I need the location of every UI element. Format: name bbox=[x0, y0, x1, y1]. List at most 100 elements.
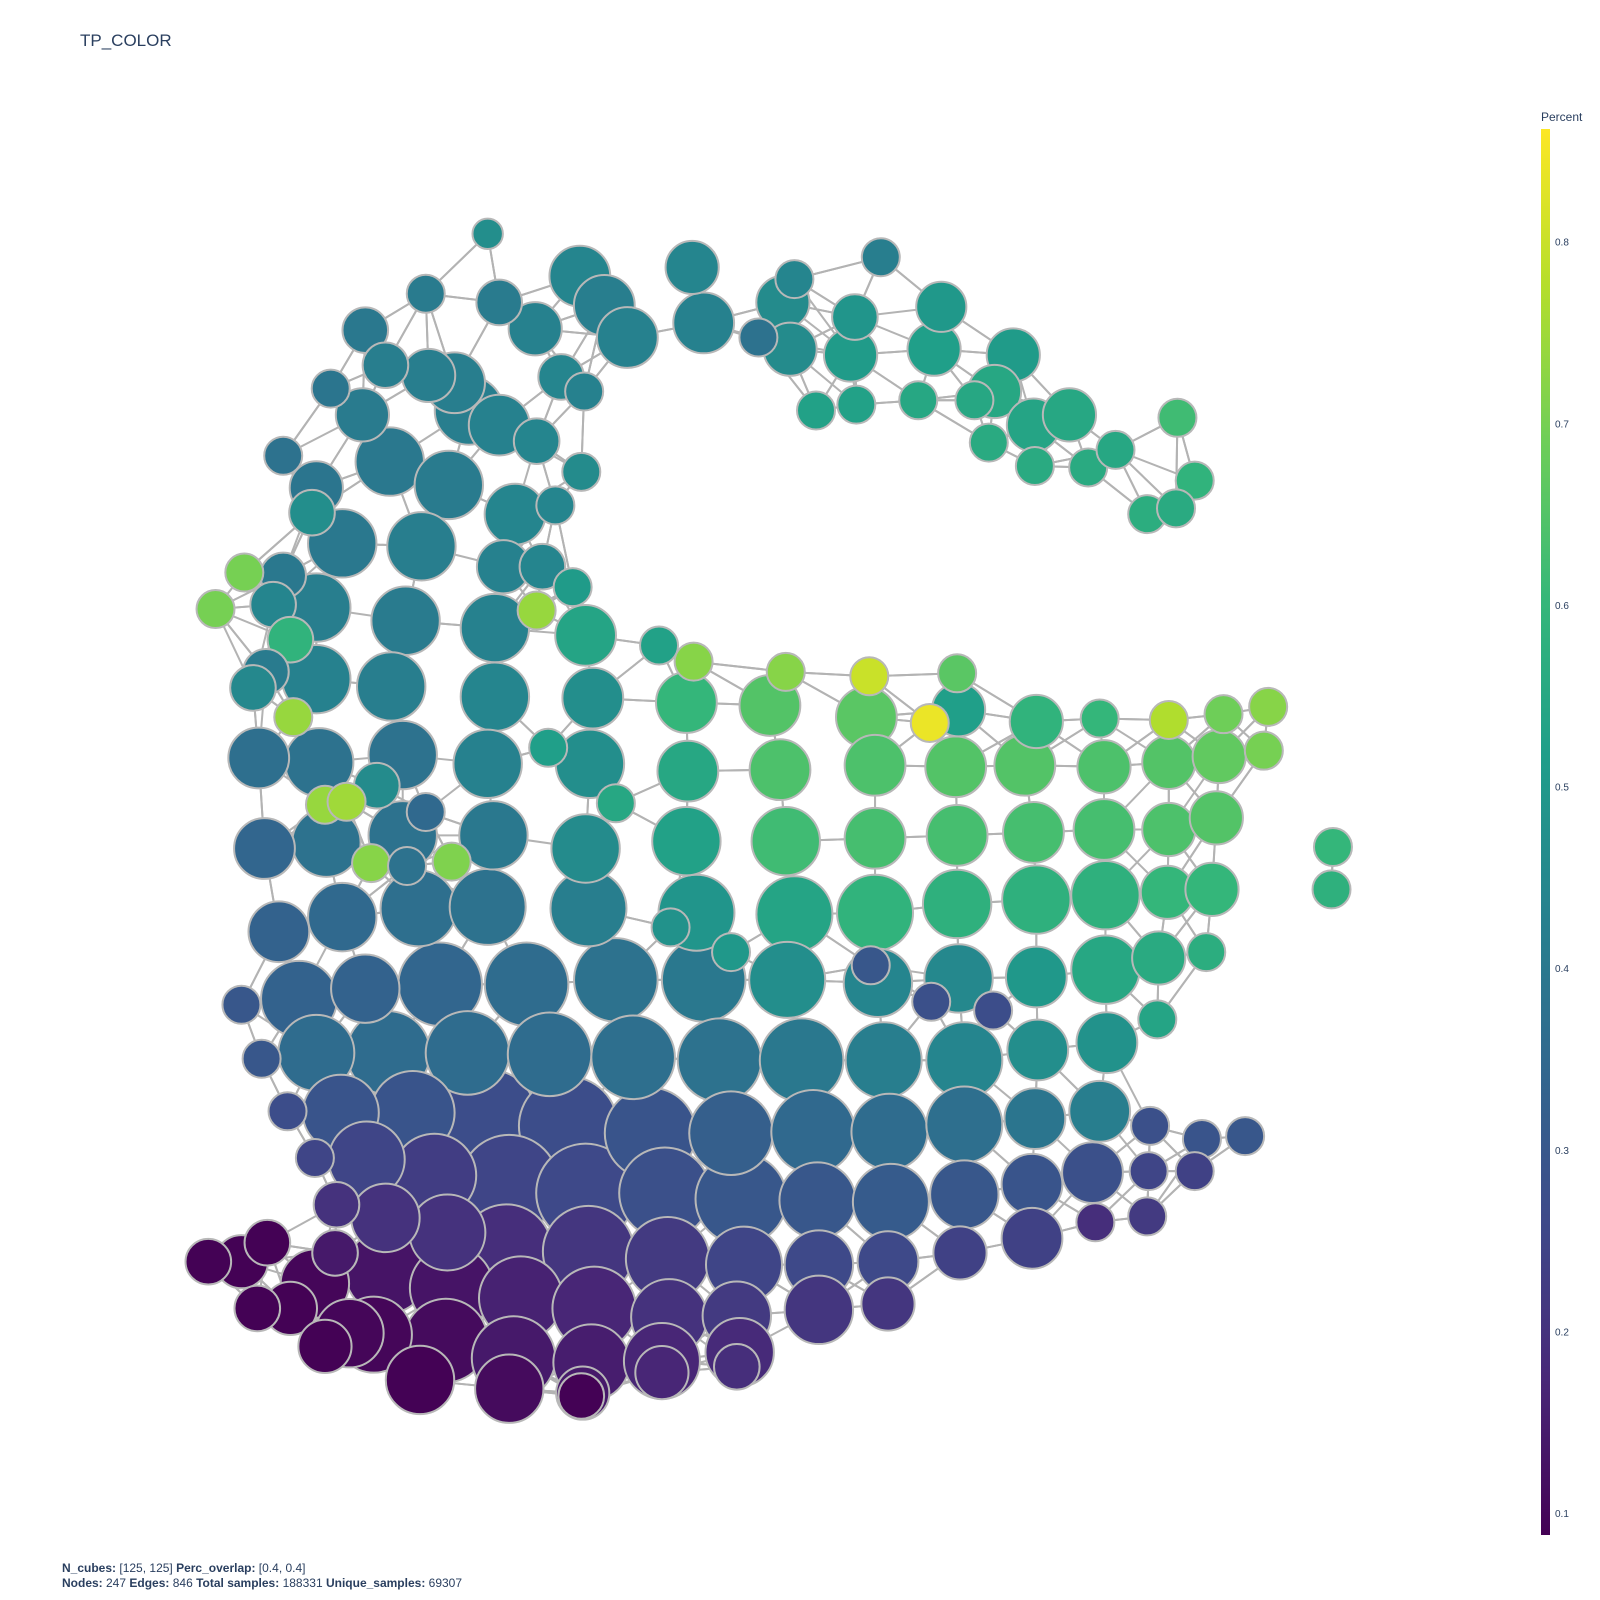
graph-node[interactable] bbox=[1076, 739, 1132, 795]
graph-node[interactable] bbox=[528, 727, 569, 768]
graph-node[interactable] bbox=[267, 1091, 308, 1132]
graph-node[interactable] bbox=[516, 590, 557, 631]
graph-node[interactable] bbox=[850, 945, 891, 986]
graph-node[interactable] bbox=[350, 1182, 421, 1254]
graph-node[interactable] bbox=[227, 726, 291, 790]
graph-node[interactable] bbox=[233, 1284, 282, 1333]
graph-node[interactable] bbox=[512, 417, 561, 465]
graph-node[interactable] bbox=[475, 278, 524, 327]
graph-node[interactable] bbox=[1061, 1141, 1124, 1205]
graph-node[interactable] bbox=[925, 1085, 1004, 1164]
graph-node[interactable] bbox=[1311, 869, 1352, 910]
graph-node[interactable] bbox=[233, 817, 296, 880]
graph-node[interactable] bbox=[1006, 1018, 1070, 1082]
graph-node[interactable] bbox=[263, 435, 304, 476]
graph-node[interactable] bbox=[836, 873, 915, 952]
graph-node[interactable] bbox=[595, 783, 636, 824]
graph-node[interactable] bbox=[1156, 488, 1196, 529]
graph-node[interactable] bbox=[554, 603, 617, 667]
graph-node[interactable] bbox=[552, 567, 593, 608]
graph-node[interactable] bbox=[836, 384, 877, 425]
graph-node[interactable] bbox=[297, 1318, 353, 1374]
graph-node[interactable] bbox=[535, 485, 576, 526]
graph-node[interactable] bbox=[310, 368, 351, 409]
graph-node[interactable] bbox=[1188, 790, 1244, 846]
graph-node[interactable] bbox=[844, 1021, 923, 1100]
graph-node[interactable] bbox=[550, 813, 621, 884]
graph-node[interactable] bbox=[557, 1372, 606, 1420]
graph-node[interactable] bbox=[326, 781, 367, 822]
graph-node[interactable] bbox=[898, 380, 939, 421]
graph-node[interactable] bbox=[431, 841, 472, 882]
graph-node[interactable] bbox=[370, 585, 441, 656]
graph-node[interactable] bbox=[765, 651, 806, 692]
graph-node[interactable] bbox=[849, 656, 890, 697]
graph-node[interactable] bbox=[748, 940, 827, 1019]
graph-node[interactable] bbox=[639, 625, 680, 666]
graph-node[interactable] bbox=[1248, 686, 1289, 727]
graph-node[interactable] bbox=[507, 301, 563, 357]
graph-node[interactable] bbox=[843, 806, 907, 870]
graph-node[interactable] bbox=[664, 239, 720, 296]
graph-node[interactable] bbox=[312, 1180, 361, 1229]
graph-node[interactable] bbox=[1128, 1151, 1169, 1192]
graph-node[interactable] bbox=[474, 1353, 545, 1424]
graph-node[interactable] bbox=[1243, 730, 1284, 771]
graph-node[interactable] bbox=[184, 1237, 233, 1286]
graph-node[interactable] bbox=[783, 1274, 855, 1346]
graph-node[interactable] bbox=[676, 1017, 763, 1103]
graph-node[interactable] bbox=[221, 984, 262, 1025]
graph-node[interactable] bbox=[1225, 1116, 1266, 1157]
graph-node[interactable] bbox=[1186, 932, 1227, 973]
graph-node[interactable] bbox=[294, 1138, 335, 1179]
graph-node[interactable] bbox=[850, 1092, 929, 1171]
graph-node[interactable] bbox=[243, 1218, 292, 1267]
graph-node[interactable] bbox=[770, 1088, 856, 1175]
graph-node[interactable] bbox=[307, 881, 378, 953]
graph-node[interactable] bbox=[405, 792, 446, 832]
graph-node[interactable] bbox=[224, 552, 265, 593]
graph-node[interactable] bbox=[1079, 698, 1120, 739]
graph-node[interactable] bbox=[1002, 801, 1065, 864]
graph-node[interactable] bbox=[1131, 930, 1187, 986]
graph-node[interactable] bbox=[1075, 1011, 1139, 1075]
graph-node[interactable] bbox=[672, 291, 736, 355]
graph-node[interactable] bbox=[561, 666, 625, 730]
graph-node[interactable] bbox=[655, 671, 718, 734]
graph-node[interactable] bbox=[796, 390, 836, 431]
graph-node[interactable] bbox=[471, 217, 504, 251]
graph-node[interactable] bbox=[651, 806, 722, 877]
graph-node[interactable] bbox=[413, 449, 484, 521]
graph-node[interactable] bbox=[1203, 694, 1244, 735]
graph-node[interactable] bbox=[1068, 1079, 1132, 1143]
graph-node[interactable] bbox=[650, 907, 691, 948]
graph-node[interactable] bbox=[1070, 934, 1141, 1005]
graph-node[interactable] bbox=[1000, 1152, 1064, 1216]
graph-node[interactable] bbox=[909, 702, 950, 743]
graph-node[interactable] bbox=[564, 371, 605, 412]
graph-node[interactable] bbox=[954, 380, 995, 421]
graph-node[interactable] bbox=[921, 868, 993, 940]
graph-node[interactable] bbox=[311, 1229, 359, 1277]
graph-node[interactable] bbox=[247, 900, 311, 964]
graph-node[interactable] bbox=[1148, 700, 1189, 741]
graph-node[interactable] bbox=[932, 1225, 988, 1281]
graph-node[interactable] bbox=[401, 347, 457, 404]
graph-node[interactable] bbox=[1137, 999, 1178, 1040]
graph-node[interactable] bbox=[748, 738, 812, 802]
graph-node[interactable] bbox=[1127, 1196, 1168, 1237]
graph-node[interactable] bbox=[590, 1014, 676, 1101]
graph-node[interactable] bbox=[1075, 1202, 1116, 1243]
graph-node[interactable] bbox=[755, 875, 834, 954]
graph-node[interactable] bbox=[405, 273, 446, 314]
graph-node[interactable] bbox=[911, 981, 952, 1022]
graph-node[interactable] bbox=[288, 488, 336, 537]
graph-node[interactable] bbox=[1072, 798, 1136, 861]
graph-node[interactable] bbox=[778, 1161, 857, 1240]
graph-node[interactable] bbox=[1157, 397, 1198, 438]
graph-node[interactable] bbox=[351, 843, 392, 884]
graph-node[interactable] bbox=[356, 651, 427, 722]
graph-node[interactable] bbox=[1008, 693, 1064, 750]
graph-node[interactable] bbox=[634, 1345, 690, 1401]
graph-node[interactable] bbox=[1095, 429, 1136, 470]
